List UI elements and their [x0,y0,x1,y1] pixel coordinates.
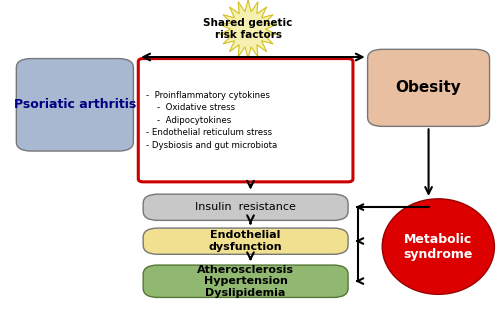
FancyBboxPatch shape [368,49,490,126]
Ellipse shape [382,199,494,294]
Text: Obesity: Obesity [396,80,462,95]
Text: Insulin  resistance: Insulin resistance [195,202,296,212]
Text: Psoriatic arthritis: Psoriatic arthritis [14,98,136,111]
Polygon shape [220,0,276,59]
FancyBboxPatch shape [138,59,353,182]
FancyBboxPatch shape [143,265,348,297]
Text: -  Proinflammatory cytokines
    -  Oxidative stress
    -  Adipocytokines
- End: - Proinflammatory cytokines - Oxidative … [146,91,277,150]
Text: Shared genetic
risk factors: Shared genetic risk factors [204,18,292,40]
Text: Metabolic
syndrome: Metabolic syndrome [404,232,473,261]
Text: Endothelial
dysfunction: Endothelial dysfunction [209,230,282,252]
FancyBboxPatch shape [143,228,348,254]
FancyBboxPatch shape [143,194,348,220]
FancyBboxPatch shape [16,59,134,151]
Text: Atherosclerosis
Hypertension
Dyslipidemia: Atherosclerosis Hypertension Dyslipidemi… [197,265,294,298]
